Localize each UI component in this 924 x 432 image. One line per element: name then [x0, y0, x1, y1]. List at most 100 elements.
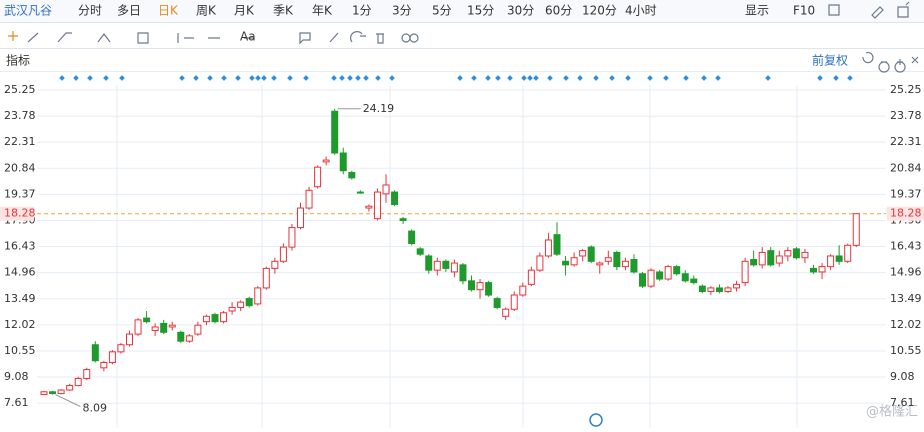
- event-marker[interactable]: [347, 75, 353, 81]
- event-marker[interactable]: [287, 75, 293, 81]
- event-marker[interactable]: [663, 75, 669, 81]
- event-marker[interactable]: [495, 75, 501, 81]
- event-marker[interactable]: [119, 75, 125, 81]
- candle-body: [100, 361, 108, 369]
- candle-body: [596, 262, 604, 266]
- period-tab[interactable]: 4小时: [625, 4, 657, 18]
- event-marker[interactable]: [355, 75, 361, 81]
- event-marker[interactable]: [577, 75, 583, 81]
- event-marker[interactable]: [833, 75, 839, 81]
- candle-body: [536, 255, 544, 271]
- current-price-label: 18.28: [4, 207, 36, 220]
- event-marker[interactable]: [533, 75, 539, 81]
- event-marker[interactable]: [103, 75, 109, 81]
- candle-body: [237, 301, 245, 308]
- candle-body: [356, 191, 364, 194]
- event-marker[interactable]: [521, 75, 527, 81]
- event-marker[interactable]: [179, 75, 185, 81]
- candle-body: [297, 207, 304, 229]
- candle-body: [322, 159, 330, 163]
- scroll-icon[interactable]: [589, 413, 603, 427]
- period-tab[interactable]: 60分: [545, 4, 572, 18]
- event-marker[interactable]: [375, 75, 381, 81]
- tool-icon[interactable]: [27, 32, 311, 45]
- candle-body: [493, 298, 501, 308]
- period-tab[interactable]: 120分: [582, 4, 617, 18]
- tool-text[interactable]: Aa: [240, 30, 256, 44]
- event-marker[interactable]: [701, 75, 707, 81]
- period-tab[interactable]: 1分: [352, 4, 372, 18]
- event-marker[interactable]: [207, 75, 213, 81]
- candle-body: [468, 280, 475, 291]
- event-marker[interactable]: [765, 75, 771, 81]
- event-marker[interactable]: [485, 75, 491, 81]
- event-marker[interactable]: [471, 75, 477, 81]
- event-marker[interactable]: [683, 75, 689, 81]
- candle-body: [485, 282, 493, 296]
- event-marker[interactable]: [331, 75, 337, 81]
- toolbar-button[interactable]: 显示: [745, 4, 769, 18]
- period-tab[interactable]: 年K: [312, 4, 333, 18]
- candle-body: [544, 239, 552, 257]
- tool-icon[interactable]: [329, 31, 419, 44]
- event-marker[interactable]: [363, 75, 369, 81]
- period-tab[interactable]: 周K: [196, 4, 217, 18]
- period-tab[interactable]: 15分: [467, 4, 494, 18]
- event-marker[interactable]: [389, 75, 395, 81]
- period-tab[interactable]: 日K: [158, 4, 179, 18]
- candle-body: [801, 251, 809, 259]
- event-marker[interactable]: [59, 75, 65, 81]
- indicator-label[interactable]: 指标: [6, 53, 30, 68]
- tool-icon[interactable]: [828, 1, 910, 19]
- toolbar-button[interactable]: F10: [793, 4, 815, 18]
- period-tab[interactable]: 多日: [117, 4, 141, 18]
- watermark: @格隆汇: [866, 404, 918, 420]
- y-tick-label: 20.84: [4, 161, 36, 174]
- event-marker[interactable]: [625, 75, 631, 81]
- event-marker[interactable]: [193, 75, 199, 81]
- tool-icon[interactable]: [862, 52, 919, 73]
- event-marker[interactable]: [87, 75, 93, 81]
- event-marker[interactable]: [221, 75, 227, 81]
- candle-body: [827, 255, 835, 268]
- event-marker[interactable]: [563, 75, 569, 81]
- event-marker[interactable]: [339, 75, 345, 81]
- stock-name[interactable]: 武汉凡谷: [4, 4, 52, 18]
- event-marker[interactable]: [73, 75, 79, 81]
- event-marker[interactable]: [249, 75, 255, 81]
- event-marker[interactable]: [609, 75, 615, 81]
- event-marker[interactable]: [507, 75, 513, 81]
- event-marker[interactable]: [593, 75, 599, 81]
- candle-body: [835, 255, 843, 262]
- tool-icon[interactable]: [8, 31, 18, 41]
- period-tab[interactable]: 5分: [432, 4, 452, 18]
- y-tick-label-right: 13.49: [890, 292, 922, 305]
- candle-body: [750, 259, 758, 266]
- event-marker[interactable]: [457, 75, 463, 81]
- event-marker[interactable]: [527, 75, 533, 81]
- period-tab[interactable]: 月K: [234, 4, 255, 18]
- event-marker[interactable]: [271, 75, 277, 81]
- event-marker[interactable]: [303, 75, 309, 81]
- event-marker[interactable]: [817, 75, 823, 81]
- event-marker[interactable]: [847, 75, 853, 81]
- event-marker[interactable]: [647, 75, 653, 81]
- period-tab[interactable]: 分时: [78, 4, 102, 18]
- candle-body: [459, 264, 467, 282]
- event-marker[interactable]: [261, 75, 267, 81]
- period-tab[interactable]: 30分: [507, 4, 534, 18]
- period-tab[interactable]: 3分: [392, 4, 412, 18]
- candle-body: [399, 218, 407, 221]
- candle-body: [74, 377, 82, 387]
- event-marker[interactable]: [255, 75, 261, 81]
- y-tick-label-right: 12.02: [890, 318, 922, 331]
- event-marker[interactable]: [547, 75, 553, 81]
- event-marker[interactable]: [715, 75, 721, 81]
- candle-body: [143, 317, 151, 323]
- adjust-label[interactable]: 前复权: [812, 53, 848, 68]
- period-tab[interactable]: 季K: [273, 4, 294, 18]
- y-tick-label-right: 19.37: [890, 187, 922, 200]
- event-marker[interactable]: [235, 75, 241, 81]
- candle-body: [262, 267, 270, 289]
